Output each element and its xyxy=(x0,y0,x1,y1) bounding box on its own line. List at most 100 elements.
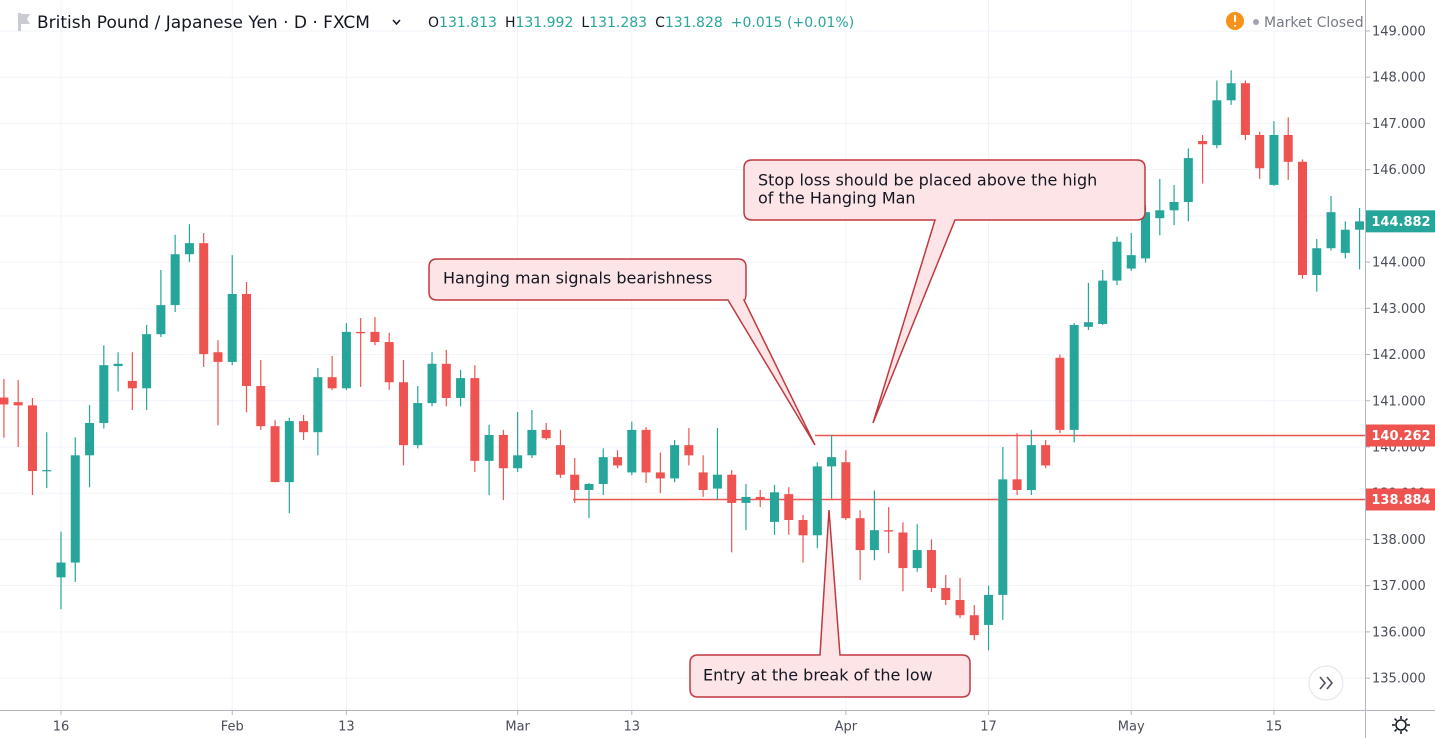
candle-body xyxy=(127,380,137,389)
candle-body xyxy=(370,331,380,343)
x-tick-label: 13 xyxy=(338,720,355,735)
annotation-text: Hanging man signals bearishness xyxy=(443,269,712,288)
candle-body xyxy=(498,434,508,469)
x-tick-label: May xyxy=(1118,720,1145,735)
x-tick-label: 15 xyxy=(1266,720,1283,735)
candle-body xyxy=(341,331,351,389)
scroll-button[interactable] xyxy=(1308,665,1344,701)
ohlc-legend: O131.813 H131.992 L131.283 C131.828 +0.015 (… xyxy=(428,15,854,31)
candle-body xyxy=(313,377,323,433)
y-tick-label: 143.000 xyxy=(1372,302,1426,317)
candle-body xyxy=(1098,280,1108,325)
candle-body xyxy=(1141,212,1151,259)
candle-body xyxy=(584,483,594,490)
candle-body xyxy=(299,421,309,433)
y-tick-label: 147.000 xyxy=(1372,117,1426,132)
y-tick-label: 138.000 xyxy=(1372,533,1426,548)
candles xyxy=(0,70,1365,651)
candle-body xyxy=(570,474,580,490)
candle-body xyxy=(798,520,808,536)
candle-body xyxy=(441,363,451,398)
ohlc-value: 131.813 xyxy=(439,15,497,31)
dropdown-icon[interactable] xyxy=(392,19,401,26)
candle-body xyxy=(1041,445,1051,466)
ohlc-label: O xyxy=(428,15,439,31)
x-tick-label: Apr xyxy=(835,720,858,735)
market-status: Market Closed xyxy=(1264,15,1364,31)
candle-body xyxy=(113,363,123,367)
y-tick-label: 146.000 xyxy=(1372,163,1426,178)
candle-body xyxy=(841,462,851,519)
price-label-bg xyxy=(1366,488,1435,511)
candle-body xyxy=(156,305,166,335)
candle-body xyxy=(184,243,194,255)
change: +0.015 (+0.01%) xyxy=(731,15,854,31)
candle-body xyxy=(1240,83,1250,135)
symbol-icon xyxy=(18,13,30,31)
candle-body xyxy=(712,474,722,489)
candle-body xyxy=(613,457,623,466)
candle-body xyxy=(1112,241,1122,281)
settings-button[interactable] xyxy=(1392,716,1410,734)
candle-body xyxy=(855,518,865,551)
last-price-label: 144.882 xyxy=(1371,215,1430,230)
candle-body xyxy=(1283,134,1293,162)
annotation-text: Entry at the break of the low xyxy=(703,666,933,685)
candle-body xyxy=(698,472,708,490)
candle-body xyxy=(242,293,252,386)
callout-box xyxy=(428,258,816,446)
y-tick-label: 135.000 xyxy=(1372,672,1426,687)
price-label: 138.884 xyxy=(1371,493,1430,508)
status-dot xyxy=(1253,19,1259,25)
candle-body xyxy=(256,385,266,427)
candle-body xyxy=(13,402,23,406)
candle-body xyxy=(1169,201,1179,211)
y-tick-label: 148.000 xyxy=(1372,71,1426,86)
candle-body xyxy=(1212,100,1222,146)
candle-body xyxy=(969,615,979,636)
x-tick-label: 17 xyxy=(980,720,997,735)
candle-body xyxy=(1226,83,1236,101)
y-tick-label: 136.000 xyxy=(1372,625,1426,640)
candle-body xyxy=(356,331,366,334)
price-label: 140.262 xyxy=(1371,429,1430,444)
candle-body xyxy=(170,254,180,306)
y-tick-label: 149.000 xyxy=(1372,24,1426,39)
callout-box xyxy=(743,159,1146,424)
candle-body xyxy=(1155,210,1165,219)
candle-body xyxy=(598,457,608,484)
candle-body xyxy=(99,365,109,423)
y-tick-label: 137.000 xyxy=(1372,579,1426,594)
x-tick-label: Mar xyxy=(505,720,530,735)
candle-body xyxy=(470,378,480,461)
candle-body xyxy=(1355,221,1365,230)
candle-body xyxy=(926,550,936,588)
x-tick-label: 13 xyxy=(624,720,641,735)
candle-body xyxy=(670,445,680,479)
candle-body xyxy=(1297,161,1307,276)
candle-body xyxy=(199,243,209,355)
candle-body xyxy=(1026,445,1036,490)
candle-body xyxy=(27,405,37,472)
ohlc-label: L xyxy=(581,15,589,31)
candle-body xyxy=(1055,357,1065,430)
settings-icon[interactable] xyxy=(1395,719,1407,731)
candle-body xyxy=(213,352,223,362)
candle-body xyxy=(1069,324,1079,430)
x-tick-label: 16 xyxy=(53,720,70,735)
candle-body xyxy=(42,470,52,472)
settings-teeth xyxy=(1392,716,1410,734)
ohlc-label: H xyxy=(505,15,516,31)
candle-body xyxy=(641,429,651,473)
ohlc-value: 131.283 xyxy=(589,15,647,31)
candle-body xyxy=(1183,158,1193,202)
scroll-icon xyxy=(1319,676,1334,690)
candle-body xyxy=(284,421,294,483)
candle-body xyxy=(56,562,66,578)
candle-body xyxy=(1198,140,1208,145)
candle-body xyxy=(384,342,394,383)
y-tick-label: 141.000 xyxy=(1372,394,1426,409)
ohlc-value: 131.992 xyxy=(515,15,573,31)
candle-body xyxy=(770,492,779,522)
